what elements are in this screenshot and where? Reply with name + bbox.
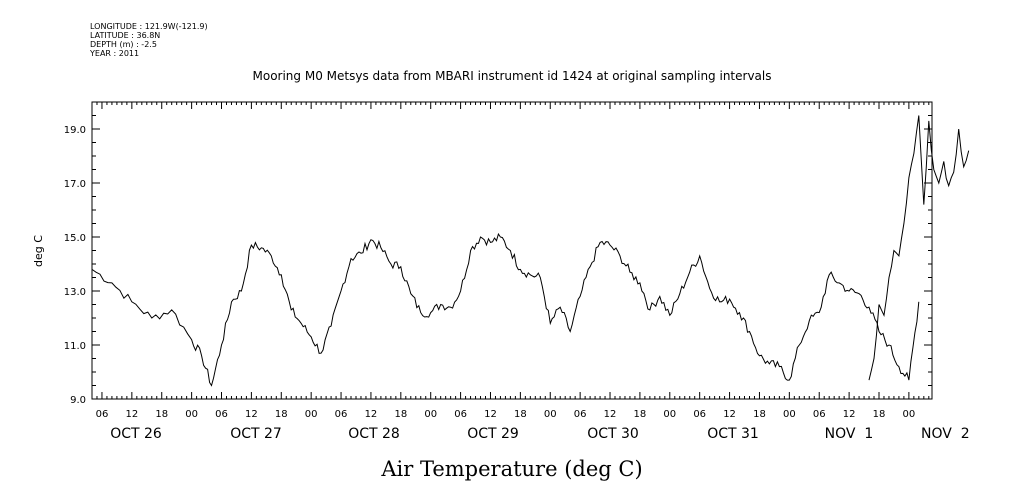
y-axis-label: deg C [32,235,45,267]
y-tick-label: 9.0 [70,395,86,406]
series-line [868,115,970,381]
y-tick-label: 19.0 [64,125,86,136]
x-tick-label: 18 [514,409,527,420]
plot-frame [91,101,933,400]
x-axis: 06 12 18 00 06 12 18 00 06 12 18 00 06 12 18 00 06 12 18 00… [91,102,970,442]
x-tick-label: 06 [215,409,228,420]
year-text: YEAR : 2011 [90,49,140,58]
x-tick-label: 12 [245,409,258,420]
x-tick-label: 00 [185,409,198,420]
day-label: OCT 27 [230,426,282,442]
x-tick-label: 06 [96,409,109,420]
x-tick-label: 12 [604,409,617,420]
x-tick-label: 06 [574,409,587,420]
day-label: OCT 30 [587,426,639,442]
x-tick-label: 12 [484,409,497,420]
y-tick-label: 13.0 [64,287,86,298]
x-tick-label: 00 [663,409,676,420]
x-tick-label: 12 [365,409,378,420]
x-tick-label: 00 [305,409,318,420]
x-tick-label: 18 [394,409,407,420]
x-tick-label: 06 [454,409,467,420]
metadata-block: LONGITUDE : 121.9W(-121.9) LATITUDE : 36… [90,22,208,58]
depth-text: DEPTH (m) : -2.5 [90,40,157,49]
day-label: OCT 29 [467,426,519,442]
x-tick-label: 00 [783,409,796,420]
day-label: OCT 26 [110,426,162,442]
x-tick-label: 06 [693,409,706,420]
latitude-text: LATITUDE : 36.8N [90,31,161,40]
x-tick-label: 12 [125,409,138,420]
x-tick-label: 18 [634,409,647,420]
x-tick-label: 18 [275,409,288,420]
x-tick-label: 18 [155,409,168,420]
day-label: NOV 1 [825,426,874,442]
x-tick-label: 06 [813,409,826,420]
day-label: OCT 31 [707,426,759,442]
x-tick-label: 00 [424,409,437,420]
series-group [91,115,970,387]
day-label: OCT 28 [348,426,400,442]
x-tick-label: 12 [723,409,736,420]
x-tick-label: 12 [843,409,856,420]
y-tick-label: 11.0 [64,341,86,352]
longitude-text: LONGITUDE : 121.9W(-121.9) [90,22,208,31]
x-axis-label: Air Temperature (deg C) [380,457,642,481]
y-axis: 9.0 11.0 13.0 15.0 17.0 19.0 [64,115,932,406]
x-tick-label: 06 [335,409,348,420]
x-tick-label: 18 [753,409,766,420]
series-line [91,232,920,387]
x-tick-label: 00 [903,409,916,420]
day-label: NOV 2 [921,426,970,442]
chart-title: Mooring M0 Metsys data from MBARI instru… [253,69,772,83]
y-tick-label: 15.0 [64,233,86,244]
y-tick-label: 17.0 [64,179,86,190]
x-tick-label: 18 [873,409,886,420]
x-tick-label: 00 [544,409,557,420]
